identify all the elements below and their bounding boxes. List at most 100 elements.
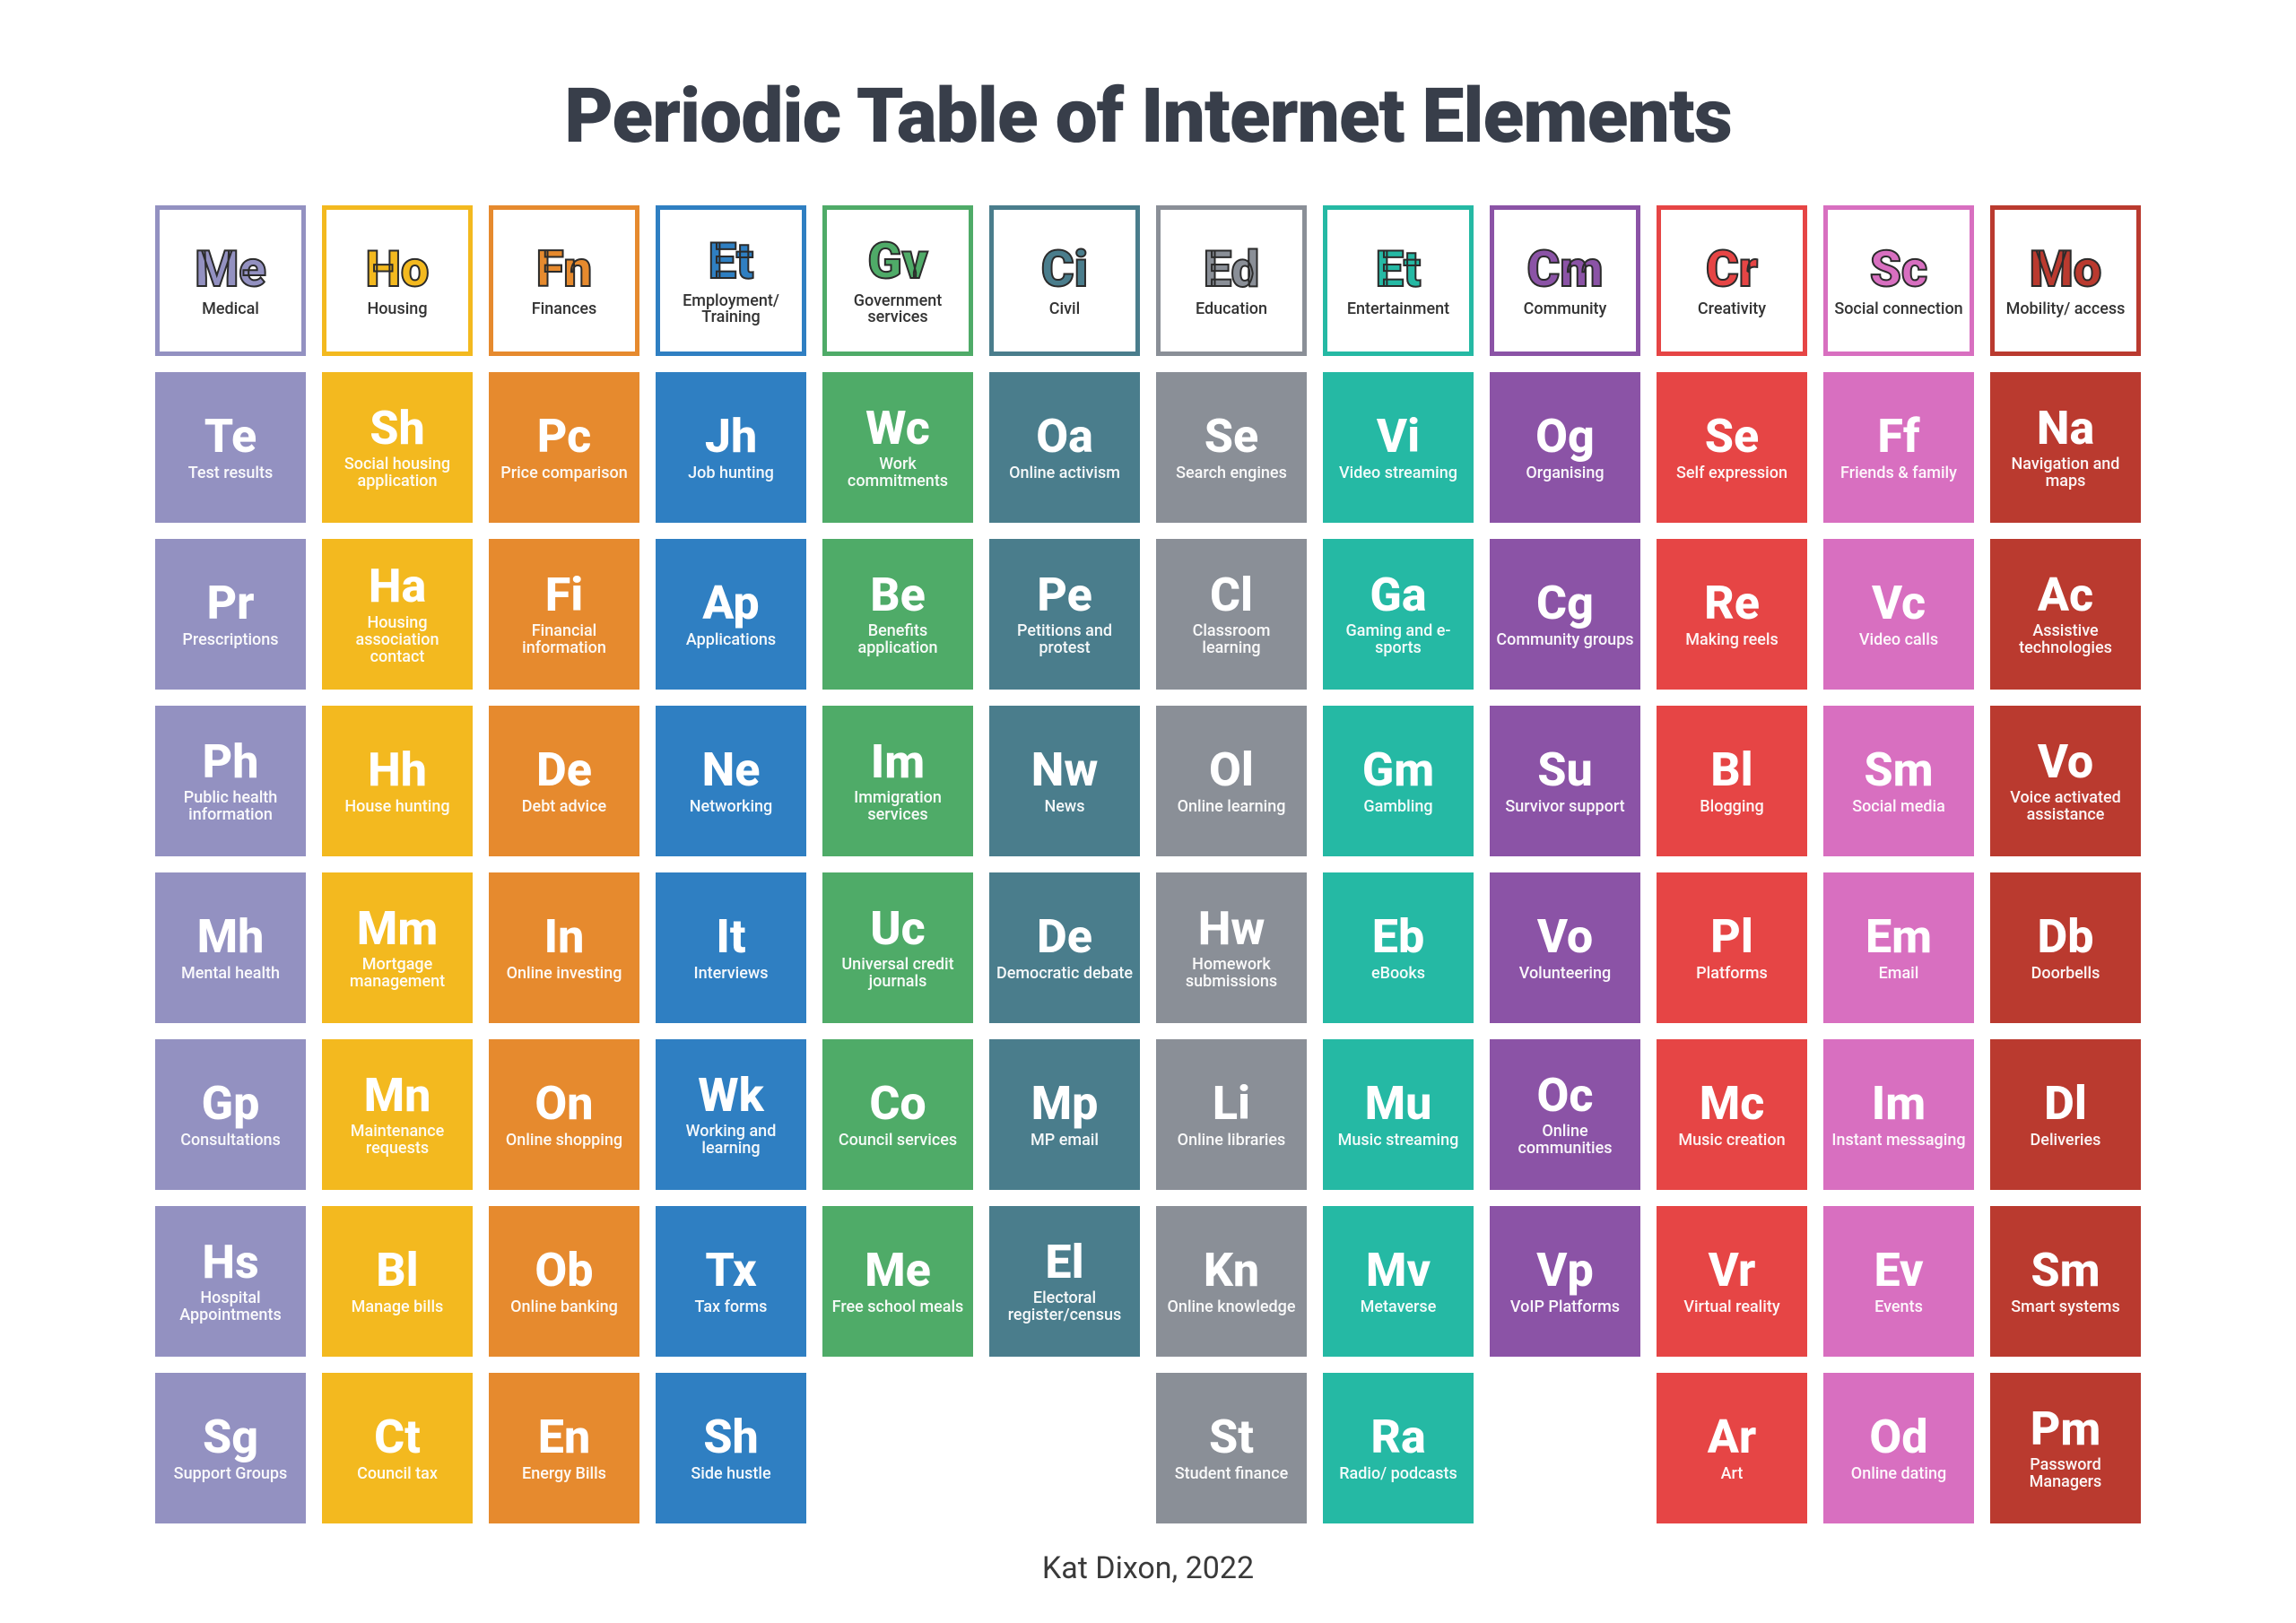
element-symbol: Ne bbox=[702, 746, 761, 795]
element-symbol: Nw bbox=[1031, 746, 1099, 795]
element-label: Online knowledge bbox=[1168, 1299, 1296, 1316]
element-label: Art bbox=[1721, 1466, 1744, 1483]
element-symbol: Mv bbox=[1366, 1246, 1431, 1296]
element-symbol: En bbox=[538, 1413, 590, 1462]
element-label: Navigation and maps bbox=[1996, 456, 2135, 490]
element-cell: DlDeliveries bbox=[1990, 1039, 2141, 1190]
element-label: Online libraries bbox=[1178, 1133, 1286, 1150]
element-cell: EvEvents bbox=[1823, 1206, 1974, 1357]
element-symbol: Na bbox=[2037, 404, 2094, 454]
element-symbol: Ha bbox=[369, 562, 426, 612]
element-cell: MhMental health bbox=[155, 872, 306, 1023]
element-symbol: Ob bbox=[535, 1246, 593, 1296]
category-symbol: Gv bbox=[867, 235, 927, 288]
element-symbol: Mh bbox=[197, 913, 265, 962]
element-label: Petitions and protest bbox=[995, 623, 1135, 657]
element-cell: VoVoice activated assistance bbox=[1990, 706, 2141, 856]
element-cell: DbDoorbells bbox=[1990, 872, 2141, 1023]
element-cell: Ob Online banking bbox=[489, 1206, 639, 1357]
element-symbol: De bbox=[1037, 913, 1092, 962]
element-cell: EmEmail bbox=[1823, 872, 1974, 1023]
element-label: Smart systems bbox=[2011, 1299, 2119, 1316]
element-symbol: Mc bbox=[1700, 1080, 1765, 1129]
element-cell: WcWork commitments bbox=[822, 372, 973, 523]
category-header-medical: MeMedical bbox=[155, 205, 306, 356]
element-cell: Su Survivor support bbox=[1490, 706, 1640, 856]
element-cell: Vr Virtual reality bbox=[1657, 1206, 1807, 1357]
element-cell: ShSide hustle bbox=[656, 1373, 806, 1523]
element-cell: NaNavigation and maps bbox=[1990, 372, 2141, 523]
element-label: Manage bills bbox=[352, 1299, 444, 1316]
element-label: Work commitments bbox=[828, 456, 968, 490]
element-label: Gaming and e-sports bbox=[1328, 623, 1468, 657]
element-cell: VpVoIP Platforms bbox=[1490, 1206, 1640, 1357]
element-label: Electoral register/census bbox=[995, 1290, 1135, 1324]
element-symbol: Co bbox=[869, 1080, 926, 1129]
element-cell: TeTest results bbox=[155, 372, 306, 523]
category-label: Social connection bbox=[1834, 301, 1962, 318]
element-cell: PePetitions and protest bbox=[989, 539, 1140, 690]
element-cell: Kn Online knowledge bbox=[1156, 1206, 1307, 1357]
element-cell: RaRadio/ podcasts bbox=[1323, 1373, 1474, 1523]
element-cell: MeFree school meals bbox=[822, 1206, 973, 1357]
element-symbol: Kn bbox=[1204, 1246, 1259, 1296]
element-symbol: Be bbox=[870, 571, 926, 621]
element-label: Public health information bbox=[161, 790, 300, 824]
element-cell: TxTax forms bbox=[656, 1206, 806, 1357]
element-cell: InOnline investing bbox=[489, 872, 639, 1023]
element-label: Online communities bbox=[1495, 1124, 1635, 1158]
element-cell: MuMusic streaming bbox=[1323, 1039, 1474, 1190]
element-cell: OcOnline communities bbox=[1490, 1039, 1640, 1190]
element-cell: EbeBooks bbox=[1323, 872, 1474, 1023]
element-label: Virtual reality bbox=[1683, 1299, 1779, 1316]
element-cell: MmMortgage management bbox=[322, 872, 473, 1023]
element-symbol: Vr bbox=[1709, 1246, 1756, 1296]
element-label: Social housing application bbox=[327, 456, 467, 490]
element-cell: ImInstant messaging bbox=[1823, 1039, 1974, 1190]
element-cell: GaGaming and e-sports bbox=[1323, 539, 1474, 690]
category-label: Medical bbox=[202, 301, 259, 318]
category-symbol: Et bbox=[1376, 243, 1422, 296]
element-symbol: Ct bbox=[374, 1413, 421, 1462]
element-label: Free school meals bbox=[832, 1299, 964, 1316]
element-symbol: Pm bbox=[2031, 1405, 2101, 1454]
element-symbol: Li bbox=[1213, 1080, 1250, 1129]
element-label: Financial information bbox=[494, 623, 634, 657]
element-label: Video calls bbox=[1859, 632, 1938, 649]
element-cell: ElElectoral register/census bbox=[989, 1206, 1140, 1357]
element-symbol: Dl bbox=[2044, 1080, 2087, 1129]
element-symbol: Bl bbox=[376, 1246, 418, 1296]
element-label: News bbox=[1044, 799, 1084, 816]
element-label: Prescriptions bbox=[182, 632, 278, 649]
element-symbol: Vi bbox=[1377, 412, 1420, 462]
element-symbol: Hs bbox=[202, 1238, 258, 1288]
element-cell: PcPrice comparison bbox=[489, 372, 639, 523]
element-symbol: Sg bbox=[203, 1413, 258, 1462]
element-symbol: Su bbox=[1537, 746, 1593, 795]
element-label: Survivor support bbox=[1505, 799, 1624, 816]
element-label: Student finance bbox=[1175, 1466, 1288, 1483]
element-symbol: Mm bbox=[357, 905, 438, 954]
element-label: Hospital Appointments bbox=[161, 1290, 300, 1324]
element-label: Price comparison bbox=[500, 465, 628, 482]
element-cell: EnEnergy Bills bbox=[489, 1373, 639, 1523]
element-symbol: Ev bbox=[1874, 1246, 1923, 1296]
element-symbol: Od bbox=[1869, 1413, 1927, 1462]
element-label: Online learning bbox=[1178, 799, 1286, 816]
element-label: Password Managers bbox=[1996, 1457, 2135, 1491]
element-label: Voice activated assistance bbox=[1996, 790, 2135, 824]
element-cell: ArArt bbox=[1657, 1373, 1807, 1523]
element-label: Online banking bbox=[510, 1299, 618, 1316]
category-header-community: CmCommunity bbox=[1490, 205, 1640, 356]
element-cell: Nw News bbox=[989, 706, 1140, 856]
element-label: Email bbox=[1879, 966, 1919, 983]
element-cell: VoVolunteering bbox=[1490, 872, 1640, 1023]
element-cell: HaHousing association contact bbox=[322, 539, 473, 690]
element-label: Networking bbox=[690, 799, 773, 816]
element-symbol: Hh bbox=[368, 746, 427, 795]
element-symbol: Ol bbox=[1209, 746, 1254, 795]
element-cell: GpConsultations bbox=[155, 1039, 306, 1190]
element-label: Tax forms bbox=[695, 1299, 768, 1316]
element-cell: UcUniversal credit journals bbox=[822, 872, 973, 1023]
element-label: Maintenance requests bbox=[327, 1124, 467, 1158]
